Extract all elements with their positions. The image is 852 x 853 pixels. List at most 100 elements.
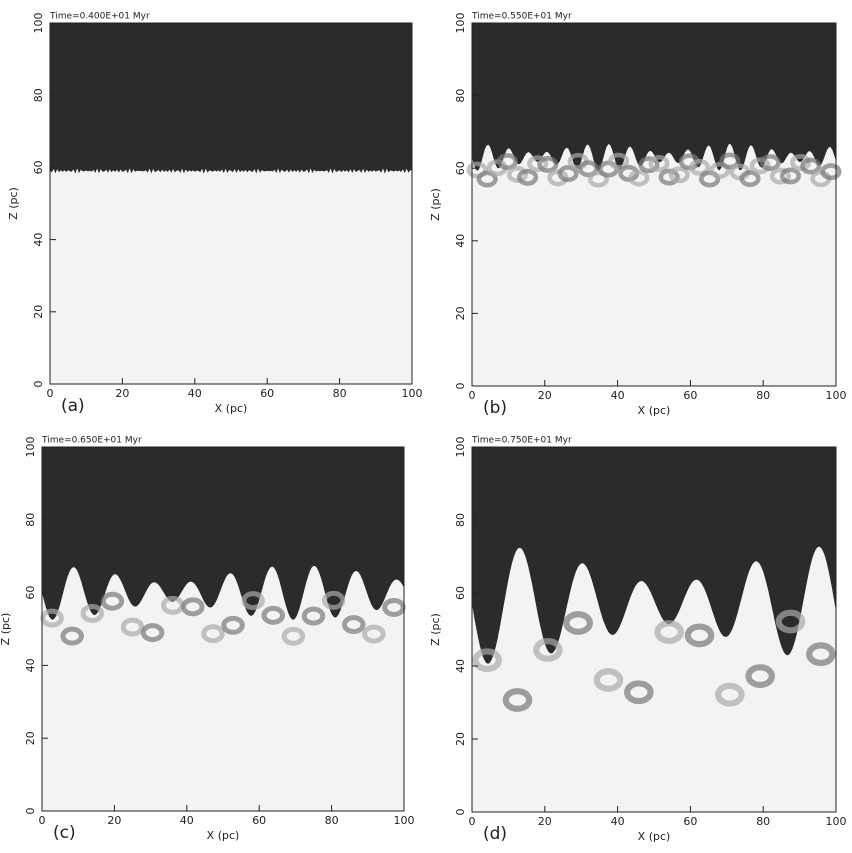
y-tick-label: 100 [454, 437, 467, 458]
vortex [537, 155, 559, 173]
vortex [261, 605, 286, 625]
y-tick-label: 40 [454, 659, 467, 673]
vortex [201, 624, 225, 644]
vortex [472, 648, 502, 673]
x-tick-label: 40 [611, 389, 625, 402]
panel-title: Time=0.650E+01 Myr [41, 436, 142, 446]
x-tick-label: 80 [333, 387, 347, 400]
vortex [790, 153, 812, 171]
y-tick-label: 20 [24, 731, 37, 745]
y-tick-label: 80 [24, 513, 37, 527]
vortex [648, 154, 670, 172]
vortex [800, 157, 822, 175]
x-axis-label: X (pc) [638, 830, 671, 843]
y-axis-label: Z (pc) [429, 613, 442, 646]
x-tick-label: 40 [611, 815, 625, 828]
y-tick-label: 80 [454, 513, 467, 527]
vortex [820, 163, 842, 181]
dense-region [50, 23, 412, 174]
field-image [50, 23, 412, 384]
vortex [496, 153, 518, 171]
panel-label: (c) [53, 823, 76, 843]
vortex [638, 156, 660, 174]
x-tick-label: 20 [115, 387, 129, 400]
vortex [341, 615, 366, 635]
vortex [745, 664, 775, 688]
x-axis-label: X (pc) [207, 829, 240, 842]
y-tick-label: 40 [24, 658, 37, 672]
vortex [502, 688, 533, 712]
vortex [100, 591, 125, 611]
panel-title: Time=0.400E+01 Myr [49, 12, 150, 22]
y-tick-label: 100 [32, 13, 45, 34]
vortex [593, 668, 624, 692]
y-tick-label: 20 [32, 305, 45, 319]
y-tick-label: 100 [24, 437, 37, 458]
x-tick-label: 100 [826, 815, 847, 828]
panel-label: (a) [61, 396, 85, 416]
y-tick-label: 60 [24, 586, 37, 600]
vortex [709, 161, 731, 179]
vortex [658, 168, 680, 186]
vortex [563, 611, 593, 635]
vortex [476, 170, 498, 188]
vortex [362, 624, 386, 644]
plot-frame [49, 22, 413, 385]
vortex [715, 682, 745, 707]
vortex [688, 158, 711, 176]
x-axis-label: X (pc) [215, 402, 248, 415]
y-tick-label: 80 [454, 89, 467, 103]
vortex [806, 642, 836, 667]
vortex [779, 167, 802, 185]
y-axis-label: Z (pc) [7, 187, 20, 220]
y-tick-label: 0 [24, 808, 37, 815]
y-axis-label: Z (pc) [0, 613, 12, 646]
panel-label: (d) [483, 824, 507, 844]
field-image [40, 447, 406, 811]
x-tick-label: 20 [538, 815, 552, 828]
y-tick-label: 0 [454, 383, 467, 390]
dense-region [472, 23, 836, 171]
vortex [759, 154, 781, 171]
plot-frame [471, 446, 837, 813]
x-tick-label: 60 [260, 387, 274, 400]
x-tick-label: 40 [188, 387, 202, 400]
vortex [382, 597, 406, 617]
vortex [577, 160, 599, 178]
panel-label: (b) [483, 398, 507, 418]
y-tick-label: 0 [32, 381, 45, 388]
x-tick-label: 0 [469, 389, 476, 402]
vortex [684, 623, 715, 648]
y-tick-label: 100 [454, 13, 467, 34]
vortex [466, 161, 488, 179]
vortex [654, 620, 684, 644]
x-axis-label: X (pc) [638, 404, 671, 417]
x-tick-label: 60 [683, 389, 697, 402]
vortex [624, 680, 654, 705]
y-tick-label: 40 [454, 234, 467, 248]
vortex [80, 603, 105, 623]
vortex [608, 152, 630, 170]
panel-title: Time=0.750E+01 Myr [471, 436, 572, 446]
plot-frame [471, 22, 837, 387]
plot-frame [41, 446, 405, 812]
vortex [120, 617, 145, 637]
y-tick-label: 60 [454, 161, 467, 175]
x-tick-label: 40 [180, 814, 194, 827]
dense-region [472, 447, 836, 664]
y-tick-label: 80 [32, 88, 45, 102]
vortex [775, 609, 806, 634]
vortex [719, 152, 741, 170]
x-tick-label: 100 [394, 814, 415, 827]
x-tick-label: 0 [39, 814, 46, 827]
vortex [321, 590, 346, 610]
vortex [221, 615, 245, 635]
y-tick-label: 60 [454, 586, 467, 600]
vortex [301, 606, 326, 626]
vortex [181, 597, 205, 617]
vortex [506, 166, 529, 183]
x-tick-label: 20 [107, 814, 121, 827]
vortex [668, 166, 690, 184]
vortex [527, 155, 549, 173]
